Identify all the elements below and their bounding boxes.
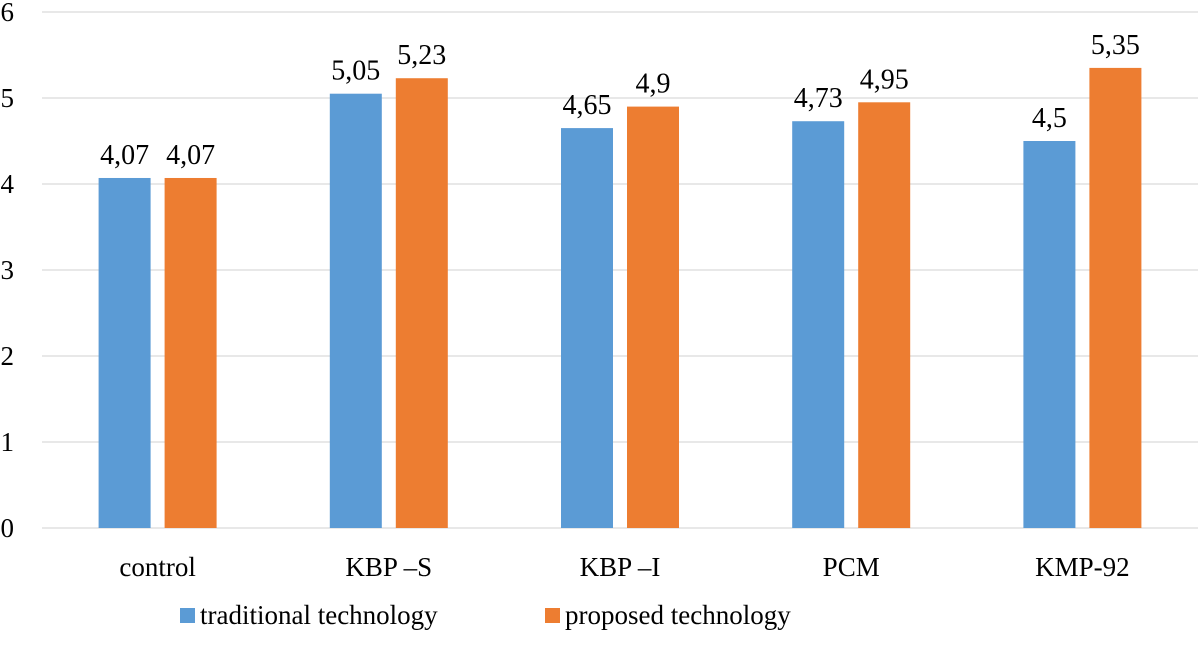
y-tick-label: 3: [1, 255, 15, 285]
x-tick-label: KBP –S: [345, 552, 432, 582]
legend: traditional technology proposed technolog…: [180, 600, 791, 630]
bar-traditional: [792, 121, 845, 528]
data-label: 5,23: [397, 40, 446, 71]
gridlines: [42, 11, 1198, 529]
legend-swatch: [545, 608, 560, 623]
legend-swatch: [180, 608, 195, 623]
bar-proposed: [858, 102, 911, 529]
y-tick-label: 0: [1, 513, 15, 543]
bar-traditional: [98, 177, 151, 529]
bar-traditional: [1023, 141, 1076, 528]
y-tick-label: 2: [1, 341, 15, 371]
data-label: 4,65: [563, 90, 612, 121]
bar-traditional: [329, 93, 382, 528]
data-label: 5,05: [331, 56, 380, 87]
data-label: 4,5: [1032, 103, 1067, 134]
bar-traditional: [561, 128, 613, 528]
data-labels: 4,07 5,05 4,65 4,73 4,5 4,07 5,23 4,9 4,95 5,35: [100, 30, 1140, 171]
x-tick-label: control: [119, 552, 195, 582]
bar-proposed: [395, 78, 448, 528]
x-tick-label: KMP-92: [1035, 552, 1130, 582]
data-label: 5,35: [1091, 30, 1140, 61]
bar-proposed: [1089, 67, 1142, 529]
data-label: 4,07: [100, 140, 149, 171]
data-label: 4,9: [636, 69, 671, 100]
bar-proposed: [164, 177, 217, 529]
bars: [98, 67, 1142, 529]
x-tick-label: KBP –I: [580, 552, 661, 582]
data-label: 4,73: [794, 83, 843, 114]
y-tick-label: 6: [1, 0, 15, 27]
data-label: 4,07: [166, 140, 215, 171]
legend-label: proposed technology: [565, 600, 791, 630]
x-tick-label: PCM: [823, 552, 880, 582]
y-axis-ticks: 0 1 2 3 4 5 6: [1, 0, 15, 543]
y-tick-label: 1: [1, 427, 15, 457]
y-tick-label: 4: [1, 169, 15, 199]
y-tick-label: 5: [1, 83, 15, 113]
bar-proposed: [627, 106, 679, 528]
legend-label: traditional technology: [200, 600, 438, 630]
x-axis-ticks: control KBP –S KBP –I PCM KMP-92: [119, 552, 1129, 582]
data-label: 4,95: [860, 64, 909, 95]
